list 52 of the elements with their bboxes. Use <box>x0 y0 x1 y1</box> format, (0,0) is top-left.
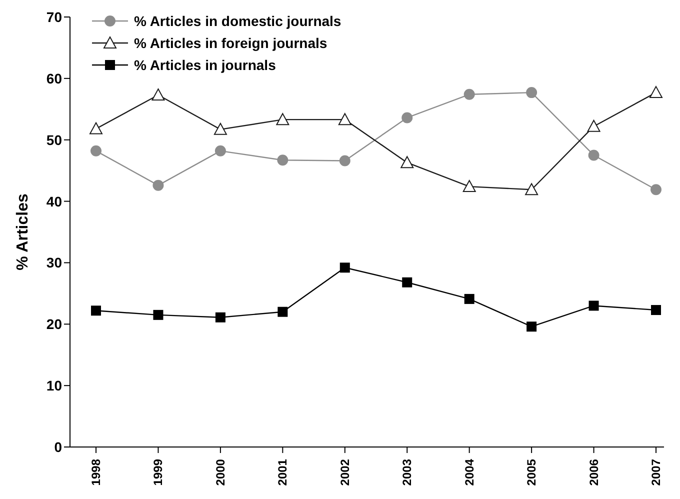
x-tick-label: 2003 <box>400 458 414 486</box>
point <box>152 88 165 101</box>
y-tick-label: 10 <box>46 378 62 394</box>
point <box>526 87 538 98</box>
point <box>588 150 600 161</box>
point <box>464 294 474 304</box>
point <box>402 277 412 288</box>
point <box>587 120 600 132</box>
x-tick-label: 2001 <box>276 458 290 486</box>
x-tick-label: 1998 <box>89 458 103 486</box>
point <box>462 180 476 192</box>
x-tick-label: 2005 <box>524 458 539 486</box>
y-tick-label: 40 <box>46 193 62 210</box>
legend-label: % Articles in foreign journals <box>134 34 328 53</box>
point <box>526 322 537 332</box>
x-tick-label: 2002 <box>338 458 352 486</box>
y-tick-label: 30 <box>46 254 62 271</box>
point <box>277 154 288 166</box>
x-tick-label: 2004 <box>462 458 476 486</box>
point <box>650 86 662 98</box>
x-tick-label: 1999 <box>151 458 166 486</box>
point <box>214 145 226 156</box>
y-tick-label: 20 <box>46 316 62 332</box>
y-tick-label: 0 <box>54 438 62 455</box>
point <box>400 156 414 168</box>
legend-label: % Articles in journals <box>134 56 276 75</box>
y-tick-label: 70 <box>46 8 62 25</box>
point <box>276 113 290 126</box>
point <box>278 306 288 317</box>
point <box>152 180 164 191</box>
point <box>90 122 102 134</box>
point <box>402 112 413 124</box>
point <box>650 184 662 196</box>
y-tick-label: 50 <box>46 132 62 148</box>
point <box>214 122 227 135</box>
point <box>651 305 661 316</box>
y-tick-label: 60 <box>46 70 62 86</box>
point <box>339 155 350 166</box>
y-axis-title: % Articles <box>14 194 32 270</box>
point <box>588 300 599 311</box>
point <box>525 183 538 196</box>
point <box>90 145 102 156</box>
point <box>464 88 475 100</box>
point <box>215 312 226 322</box>
point <box>338 113 352 126</box>
point <box>153 310 164 320</box>
point <box>340 262 350 273</box>
point <box>91 306 101 316</box>
x-tick-label: 2000 <box>213 458 228 486</box>
legend-label: % Articles in domestic journals <box>134 12 342 31</box>
x-tick-label: 2007 <box>649 458 663 486</box>
x-tick-label: 2006 <box>586 458 601 486</box>
